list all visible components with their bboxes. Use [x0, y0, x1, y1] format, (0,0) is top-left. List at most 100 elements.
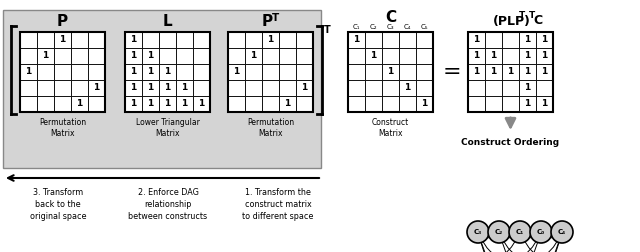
Text: 1: 1 [147, 83, 154, 92]
Bar [20, 32, 37, 48]
Text: 1: 1 [474, 68, 479, 77]
Text: 1: 1 [147, 100, 154, 109]
Bar [536, 48, 553, 64]
Text: 1: 1 [131, 68, 136, 77]
Bar [125, 32, 210, 112]
Text: T: T [324, 25, 331, 35]
Text: 1: 1 [524, 68, 531, 77]
Text: 1: 1 [524, 51, 531, 60]
Text: 1: 1 [508, 68, 514, 77]
Bar [296, 80, 313, 96]
Bar [382, 64, 399, 80]
Text: 1: 1 [250, 51, 257, 60]
Bar [348, 96, 365, 112]
Bar [228, 32, 313, 112]
Text: 1: 1 [541, 36, 548, 45]
Bar [142, 80, 159, 96]
Bar [365, 96, 382, 112]
Bar [54, 32, 71, 48]
Bar [54, 96, 71, 112]
Text: T: T [529, 12, 535, 20]
Bar [159, 64, 176, 80]
Bar [88, 32, 105, 48]
Text: C: C [385, 11, 396, 25]
Bar [296, 96, 313, 112]
Text: 1: 1 [524, 83, 531, 92]
Text: T: T [518, 12, 525, 20]
Text: 1: 1 [490, 68, 497, 77]
Bar [262, 48, 279, 64]
Bar [71, 48, 88, 64]
Bar [519, 32, 536, 48]
Bar [228, 48, 245, 64]
Text: 1: 1 [93, 83, 100, 92]
Text: 1: 1 [474, 51, 479, 60]
Bar [20, 80, 37, 96]
Bar [502, 32, 519, 48]
Bar [228, 96, 245, 112]
Bar [536, 80, 553, 96]
Bar [176, 48, 193, 64]
Bar [176, 64, 193, 80]
Text: Lower Triangular
Matrix: Lower Triangular Matrix [136, 118, 200, 138]
Bar [228, 32, 245, 48]
Bar [365, 48, 382, 64]
Bar [365, 32, 382, 48]
Bar [416, 32, 433, 48]
Bar [348, 32, 433, 112]
Bar [468, 32, 553, 112]
Bar [262, 96, 279, 112]
Bar [193, 96, 210, 112]
Text: 1: 1 [181, 83, 188, 92]
Bar [193, 64, 210, 80]
Text: C₂: C₂ [495, 229, 503, 235]
Bar [382, 80, 399, 96]
Bar [399, 32, 416, 48]
Text: 1: 1 [131, 83, 136, 92]
Bar [20, 64, 37, 80]
Text: C₁: C₁ [516, 229, 524, 235]
Bar [348, 48, 365, 64]
Bar [519, 48, 536, 64]
Bar [37, 80, 54, 96]
Text: 1: 1 [353, 36, 360, 45]
Bar [71, 64, 88, 80]
Text: =: = [443, 62, 461, 82]
Text: L: L [163, 15, 172, 29]
Bar [54, 64, 71, 80]
Bar [142, 48, 159, 64]
Text: 1: 1 [234, 68, 239, 77]
Text: 1: 1 [164, 68, 171, 77]
Text: C₅: C₅ [420, 24, 428, 30]
Bar [262, 32, 279, 48]
Text: C₀: C₀ [537, 229, 545, 235]
Text: 1: 1 [26, 68, 31, 77]
Bar [262, 80, 279, 96]
Bar [125, 96, 142, 112]
Text: C₃: C₃ [474, 229, 482, 235]
Bar [536, 32, 553, 48]
Text: Construct Ordering: Construct Ordering [461, 138, 559, 147]
Text: 1: 1 [147, 51, 154, 60]
Text: 1: 1 [60, 36, 66, 45]
Bar [228, 64, 245, 80]
Bar [468, 32, 485, 48]
Bar [159, 32, 176, 48]
Text: 1: 1 [284, 100, 291, 109]
Text: 1: 1 [164, 100, 171, 109]
Circle shape [488, 221, 510, 243]
Text: 1: 1 [147, 68, 154, 77]
Bar [468, 80, 485, 96]
Bar [519, 80, 536, 96]
Text: Permutation
Matrix: Permutation Matrix [247, 118, 294, 138]
Bar [296, 64, 313, 80]
Text: C₄: C₄ [404, 24, 412, 30]
Bar [159, 48, 176, 64]
Text: C₄: C₄ [558, 229, 566, 235]
Text: 1: 1 [164, 83, 171, 92]
Text: C₃: C₃ [387, 24, 394, 30]
Bar [416, 96, 433, 112]
Bar [485, 32, 502, 48]
Bar [37, 96, 54, 112]
Text: 1: 1 [198, 100, 205, 109]
